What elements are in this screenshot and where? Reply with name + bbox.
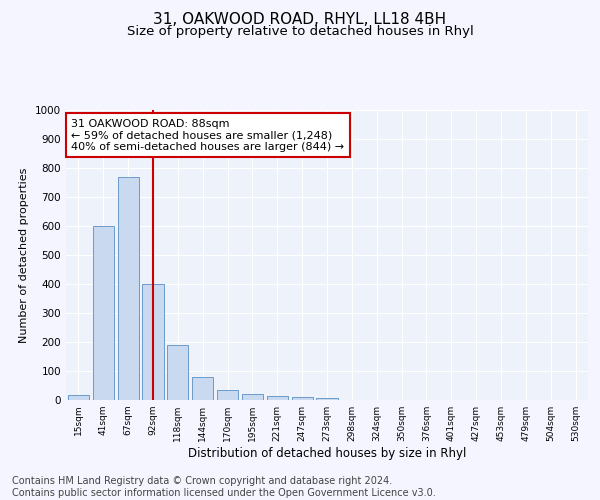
Bar xyxy=(68,395,89,400)
Bar xyxy=(267,396,288,400)
Text: Contains HM Land Registry data © Crown copyright and database right 2024.
Contai: Contains HM Land Registry data © Crown c… xyxy=(12,476,436,498)
Bar xyxy=(316,398,338,400)
Bar xyxy=(217,390,238,400)
Bar xyxy=(292,396,313,400)
X-axis label: Distribution of detached houses by size in Rhyl: Distribution of detached houses by size … xyxy=(188,447,466,460)
Bar xyxy=(118,176,139,400)
Bar xyxy=(93,226,114,400)
Text: 31, OAKWOOD ROAD, RHYL, LL18 4BH: 31, OAKWOOD ROAD, RHYL, LL18 4BH xyxy=(154,12,446,28)
Y-axis label: Number of detached properties: Number of detached properties xyxy=(19,168,29,342)
Bar xyxy=(167,345,188,400)
Bar xyxy=(192,378,213,400)
Bar xyxy=(242,394,263,400)
Bar xyxy=(142,284,164,400)
Text: Size of property relative to detached houses in Rhyl: Size of property relative to detached ho… xyxy=(127,25,473,38)
Text: 31 OAKWOOD ROAD: 88sqm
← 59% of detached houses are smaller (1,248)
40% of semi-: 31 OAKWOOD ROAD: 88sqm ← 59% of detached… xyxy=(71,118,344,152)
